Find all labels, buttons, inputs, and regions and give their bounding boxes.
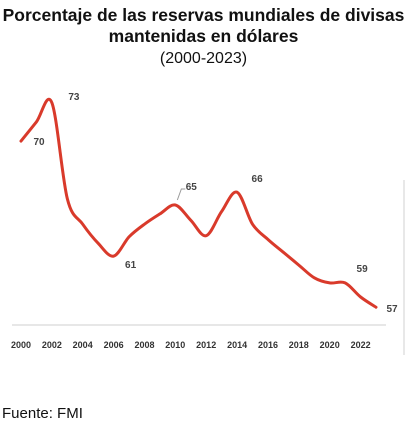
x-tick-2000: 2000	[11, 340, 31, 350]
x-tick-2014: 2014	[227, 340, 247, 350]
x-tick-2022: 2022	[351, 340, 371, 350]
x-tick-2020: 2020	[320, 340, 340, 350]
source-note: Fuente: FMI	[2, 405, 83, 422]
data-label-2002: 73	[68, 92, 80, 103]
line-chart: 70 73 61 65 66 59 57 2000 2002 2004 2006 2008 2010 2…	[11, 92, 405, 355]
data-label-2006: 61	[125, 260, 137, 271]
x-tick-2016: 2016	[258, 340, 278, 350]
chart-title: Porcentaje de las reservas mundiales de …	[2, 5, 405, 46]
data-label-2023: 57	[386, 304, 398, 315]
x-tick-2012: 2012	[196, 340, 216, 350]
x-tick-2006: 2006	[104, 340, 124, 350]
chart-subtitle: (2000-2023)	[159, 50, 248, 67]
x-tick-2002: 2002	[42, 340, 62, 350]
series-line-0	[19, 97, 378, 309]
data-label-2000: 70	[33, 137, 45, 148]
x-tick-2008: 2008	[134, 340, 154, 350]
data-label-2021: 59	[357, 264, 369, 275]
label-leader-2010	[176, 188, 186, 201]
data-label-2010: 65	[186, 182, 198, 193]
x-tick-2018: 2018	[289, 340, 309, 350]
x-tick-2004: 2004	[73, 340, 93, 350]
data-label-2014: 66	[252, 174, 264, 185]
x-tick-2010: 2010	[165, 340, 185, 350]
